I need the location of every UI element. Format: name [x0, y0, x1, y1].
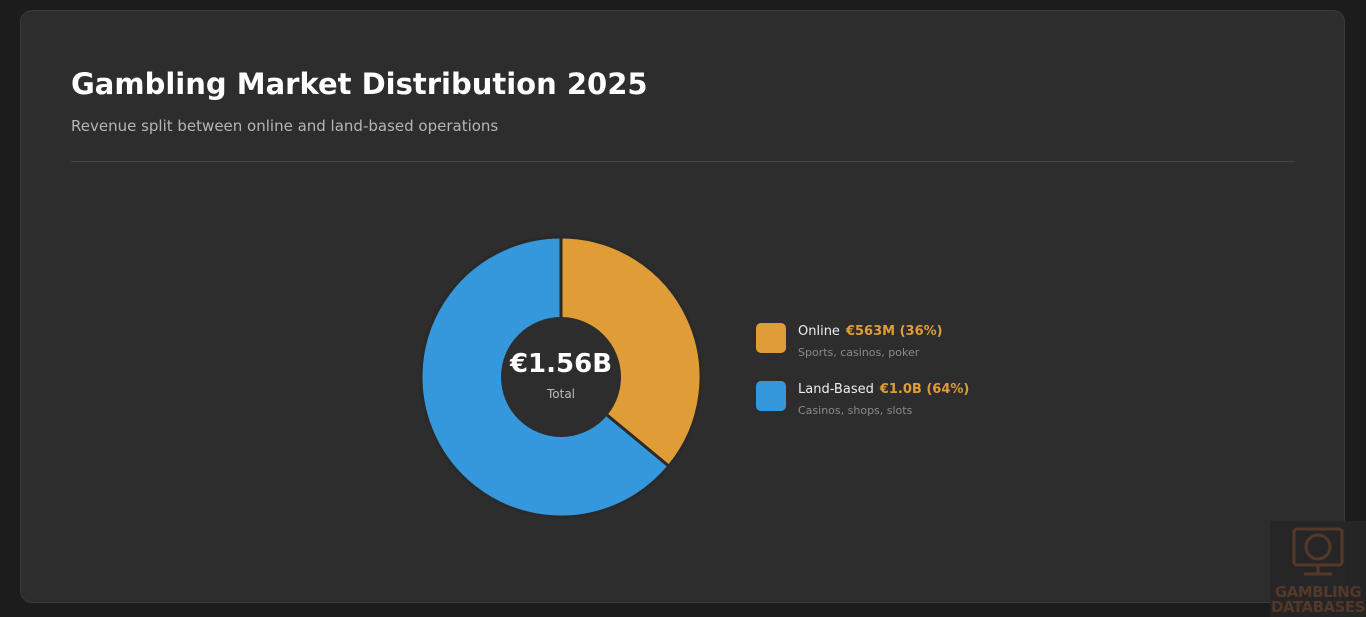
legend-item-land-based[interactable]: Land-Based €1.0B (64%) Casinos, shops, sl…: [756, 381, 969, 417]
page-subtitle: Revenue split between online and land-ba…: [71, 117, 499, 135]
center-total-label: Total: [546, 387, 575, 401]
slice-online[interactable]: [559, 235, 703, 469]
legend-swatch-land-based: [756, 381, 786, 411]
legend-value: €563M (36%): [845, 324, 943, 339]
donut-hole: [501, 317, 621, 437]
legend-value: €1.0B (64%): [879, 382, 970, 397]
legend-description: Sports, casinos, poker: [798, 346, 920, 359]
page-title: Gambling Market Distribution 2025: [71, 67, 648, 101]
watermark-logo: GAMBLING DATABASES: [1270, 521, 1366, 617]
legend-label: Land-Based: [798, 382, 874, 397]
legend-item-online[interactable]: Online €563M (36%) Sports, casinos, poker: [756, 323, 969, 359]
center-total-value: €1.56B: [509, 349, 612, 379]
monitor-chip-icon: [1292, 527, 1344, 576]
legend-description: Casinos, shops, slots: [798, 404, 913, 417]
divider: [71, 161, 1295, 162]
legend-label: Online: [798, 324, 840, 339]
legend: Online €563M (36%) Sports, casinos, poker…: [756, 323, 969, 439]
legend-swatch-online: [756, 323, 786, 353]
